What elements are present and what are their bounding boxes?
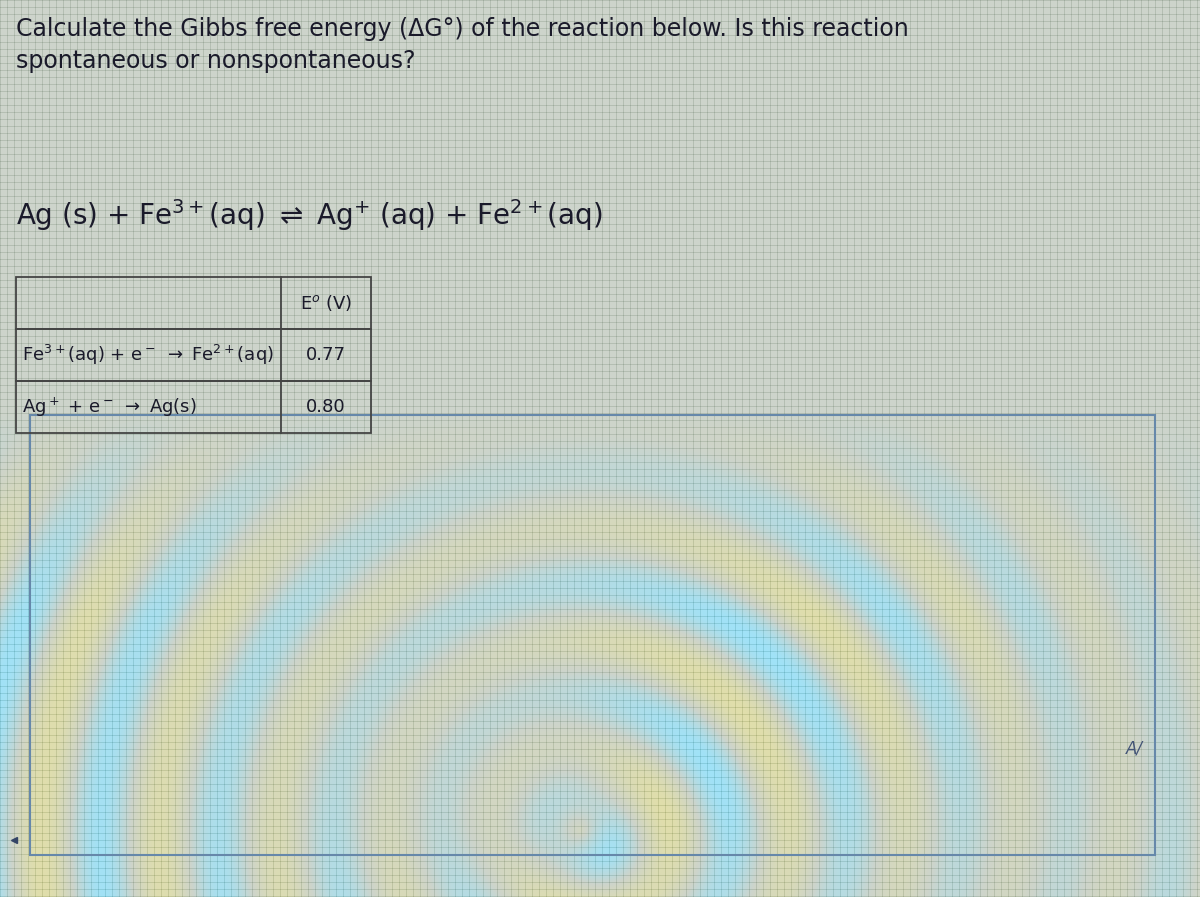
Text: Calculate the Gibbs free energy (ΔG°) of the reaction below. Is this reaction: Calculate the Gibbs free energy (ΔG°) of… (16, 17, 908, 41)
Text: Ag (s) + Fe$^{3+}$(aq) $\rightleftharpoons$ Ag$^{+}$ (aq) + Fe$^{2+}$(aq): Ag (s) + Fe$^{3+}$(aq) $\rightleftharpoo… (16, 197, 602, 233)
Bar (30, 415, 1154, 855)
Text: Ag$^+$ + e$^-$ $\rightarrow$ Ag(s): Ag$^+$ + e$^-$ $\rightarrow$ Ag(s) (22, 396, 197, 419)
Bar (16, 381, 371, 433)
Text: E$^o$ (V): E$^o$ (V) (300, 293, 352, 313)
Text: 0.77: 0.77 (306, 346, 346, 364)
Text: Fe$^{3+}$(aq) + e$^-$ $\rightarrow$ Fe$^{2+}$(aq): Fe$^{3+}$(aq) + e$^-$ $\rightarrow$ Fe$^… (22, 343, 274, 367)
Bar (16, 329, 371, 381)
Text: 0.80: 0.80 (306, 398, 346, 416)
Text: A/: A/ (1126, 739, 1142, 757)
Bar (16, 277, 371, 329)
Text: spontaneous or nonspontaneous?: spontaneous or nonspontaneous? (16, 49, 415, 73)
